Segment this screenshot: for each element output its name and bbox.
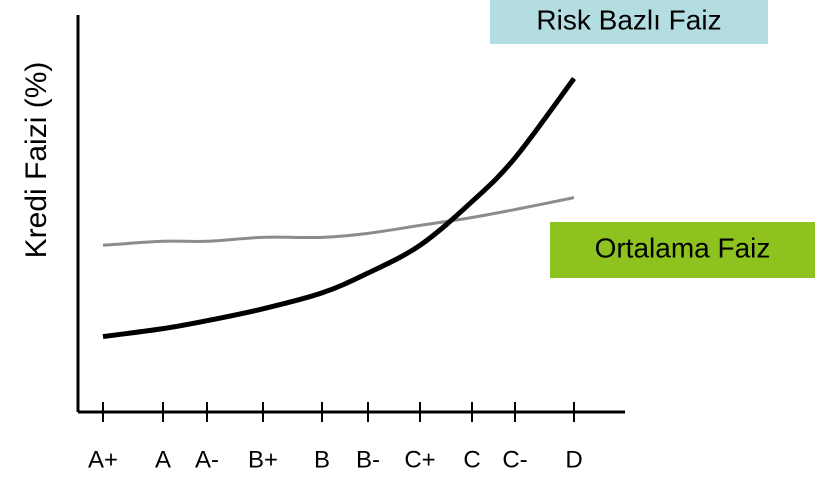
x-tick-label: B+ [248, 446, 278, 473]
x-tick-label: C [463, 446, 480, 473]
x-tick-label: D [565, 446, 582, 473]
series-line [102, 196, 575, 247]
series-label: Risk Bazlı Faiz [536, 4, 721, 35]
x-tick-label: A [155, 446, 171, 473]
series-label-box [490, 0, 768, 44]
x-tick-label: A- [195, 446, 219, 473]
series-label: Ortalama Faiz [595, 232, 771, 263]
x-tick-label: B [314, 446, 330, 473]
series-line [102, 77, 577, 340]
x-tick-label: C- [502, 446, 527, 473]
x-tick-label: B- [356, 446, 380, 473]
series-label-box [550, 222, 815, 278]
x-tick-label: C+ [404, 446, 435, 473]
y-axis-label: Kredi Faizi (%) [20, 62, 53, 259]
x-tick-label: A+ [88, 446, 118, 473]
